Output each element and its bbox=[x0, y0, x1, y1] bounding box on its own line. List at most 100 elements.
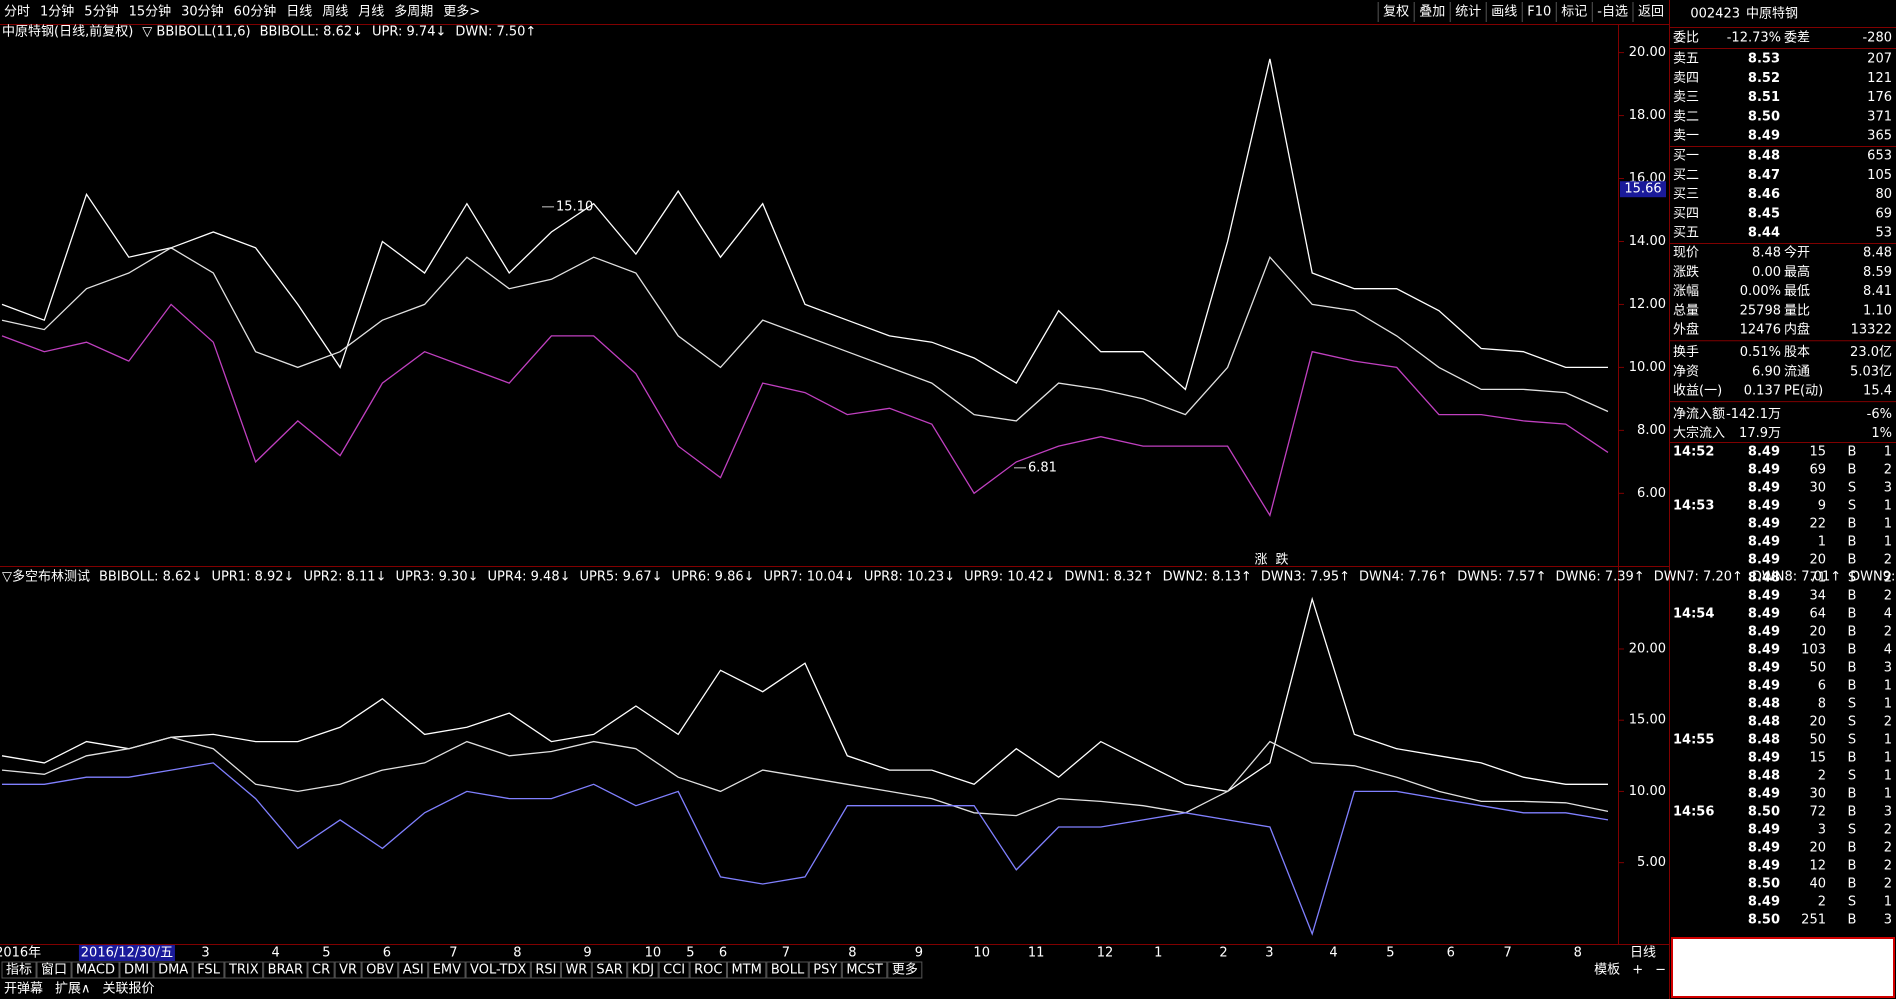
indicator-tab[interactable]: PSY bbox=[813, 963, 837, 978]
indicator-tab[interactable]: ASI bbox=[403, 963, 424, 978]
period-button[interactable]: 5分钟 bbox=[84, 4, 118, 20]
footer-button[interactable]: 开弹幕 bbox=[4, 982, 43, 997]
indicator-tab[interactable]: 更多 bbox=[892, 962, 918, 978]
indicator-tab[interactable]: BRAR bbox=[268, 963, 303, 978]
y-tick-label: 10.00 bbox=[1629, 784, 1666, 799]
tool-button[interactable]: 返回 bbox=[1638, 5, 1664, 20]
annotation: 6.81 bbox=[1028, 460, 1057, 475]
footer-button[interactable]: 关联报价 bbox=[103, 982, 155, 997]
tool-button[interactable]: 叠加 bbox=[1419, 5, 1445, 20]
date-label: 3 bbox=[1265, 946, 1273, 961]
indicator-tab[interactable]: MCST bbox=[846, 963, 883, 978]
trade-count: 2 bbox=[1884, 859, 1892, 874]
tool-button[interactable]: 复权 bbox=[1383, 4, 1409, 20]
trade-volume: 20 bbox=[1809, 715, 1826, 730]
period-button[interactable]: 30分钟 bbox=[181, 4, 224, 20]
tab-button[interactable]: 模板 bbox=[1594, 963, 1620, 978]
trade-price: 8.49 bbox=[1748, 553, 1780, 568]
trade-side: B bbox=[1848, 625, 1857, 640]
date-label: 2016年 bbox=[0, 946, 41, 961]
trade-volume: 103 bbox=[1801, 643, 1826, 658]
indicator-tab[interactable]: WR bbox=[565, 963, 587, 978]
indicator-label: BBIBOLL: 8.62↓ bbox=[260, 25, 363, 40]
trade-volume: 69 bbox=[1809, 463, 1826, 478]
indicator-tab[interactable]: VR bbox=[339, 963, 357, 978]
trade-side: B bbox=[1848, 607, 1857, 622]
y-tick-label: 20.00 bbox=[1629, 45, 1666, 60]
tool-button[interactable]: 统计 bbox=[1455, 5, 1481, 20]
indicator-tab[interactable]: 窗口 bbox=[41, 962, 67, 978]
quote-label: 今开 bbox=[1784, 245, 1810, 261]
indicator-tab[interactable]: OBV bbox=[366, 963, 394, 978]
indicator-tab[interactable]: TRIX bbox=[228, 963, 259, 978]
book-volume: 53 bbox=[1875, 226, 1892, 241]
trade-side: S bbox=[1848, 715, 1856, 730]
indicator-tab[interactable]: DMA bbox=[158, 963, 188, 978]
indicator-tab[interactable]: SAR bbox=[596, 963, 622, 978]
indicator-tab[interactable]: FSL bbox=[197, 963, 221, 978]
period-button[interactable]: 日线 bbox=[286, 5, 312, 20]
indicator-label: DWN6: 7.39↑ bbox=[1555, 570, 1644, 585]
tool-button[interactable]: F10 bbox=[1527, 5, 1551, 20]
tab-border bbox=[627, 961, 659, 979]
quote-value: 8.48 bbox=[1752, 246, 1781, 261]
indicator-tab[interactable]: MTM bbox=[731, 963, 761, 978]
trade-price: 8.50 bbox=[1748, 877, 1780, 892]
tool-button[interactable]: 标记 bbox=[1561, 5, 1587, 20]
book-volume: 105 bbox=[1867, 168, 1892, 183]
trade-side: B bbox=[1848, 517, 1857, 532]
period-button[interactable]: 多周期 bbox=[394, 4, 433, 20]
indicator-tab[interactable]: CR bbox=[312, 963, 330, 978]
indicator-label: BBIBOLL: 8.62↓ bbox=[99, 570, 202, 585]
indicator-tab[interactable]: RSI bbox=[535, 963, 556, 978]
indicator-tab[interactable]: ROC bbox=[694, 963, 722, 978]
trade-volume: 15 bbox=[1809, 445, 1826, 460]
footer-button[interactable]: 扩展∧ bbox=[55, 982, 91, 997]
period-button[interactable]: 15分钟 bbox=[129, 4, 172, 20]
trade-count: 3 bbox=[1884, 481, 1892, 496]
tool-button[interactable]: 画线 bbox=[1491, 5, 1517, 20]
tool-button[interactable]: -自选 bbox=[1597, 5, 1628, 20]
value: -280 bbox=[1862, 31, 1892, 46]
quote-value: 23.0亿 bbox=[1850, 345, 1892, 360]
tab-border bbox=[808, 961, 842, 979]
indicator-tab[interactable]: CCI bbox=[663, 963, 685, 978]
indicator-tab[interactable]: 指标 bbox=[6, 963, 32, 978]
tab-button[interactable]: − bbox=[1655, 963, 1666, 978]
trade-side: S bbox=[1848, 697, 1856, 712]
tab-button[interactable]: + bbox=[1632, 963, 1643, 978]
book-volume: 653 bbox=[1867, 149, 1892, 164]
book-price: 8.52 bbox=[1748, 71, 1780, 86]
trade-volume: 251 bbox=[1801, 913, 1826, 928]
date-label: 8 bbox=[1574, 946, 1582, 961]
period-button[interactable]: 月线 bbox=[358, 5, 384, 20]
indicator-tab[interactable]: EMV bbox=[433, 963, 461, 978]
date-label: 8 bbox=[513, 946, 521, 961]
trade-volume: 40 bbox=[1809, 877, 1826, 892]
period-button[interactable]: 分时 bbox=[4, 5, 30, 20]
indicator-tab[interactable]: BOLL bbox=[771, 963, 805, 978]
trade-time: 14:52 bbox=[1673, 445, 1714, 460]
trade-side: S bbox=[1848, 733, 1856, 748]
trade-count: 2 bbox=[1884, 625, 1892, 640]
date-label: 9 bbox=[915, 946, 923, 961]
date-label: 12 bbox=[1097, 946, 1114, 961]
period-button[interactable]: 更多> bbox=[443, 4, 480, 20]
indicator-tab[interactable]: MACD bbox=[76, 963, 115, 978]
trade-price: 8.50 bbox=[1748, 913, 1780, 928]
indicator-tab[interactable]: VOL-TDX bbox=[470, 963, 526, 978]
trade-price: 8.49 bbox=[1748, 607, 1780, 622]
book-price: 8.53 bbox=[1748, 52, 1780, 67]
trade-count: 1 bbox=[1884, 679, 1892, 694]
trade-volume: 6 bbox=[1818, 679, 1826, 694]
quote-value: 0.00% bbox=[1740, 284, 1781, 299]
quote-value: 6.90 bbox=[1752, 364, 1781, 379]
period-button[interactable]: 60分钟 bbox=[234, 4, 277, 20]
trade-volume: 12 bbox=[1809, 859, 1826, 874]
indicator-tab[interactable]: KDJ bbox=[632, 963, 654, 978]
period-button[interactable]: 1分钟 bbox=[40, 4, 74, 20]
period-button[interactable]: 周线 bbox=[322, 5, 348, 20]
stock-name: 中原特钢 bbox=[1746, 7, 1798, 22]
indicator-tab[interactable]: DMI bbox=[124, 963, 149, 978]
